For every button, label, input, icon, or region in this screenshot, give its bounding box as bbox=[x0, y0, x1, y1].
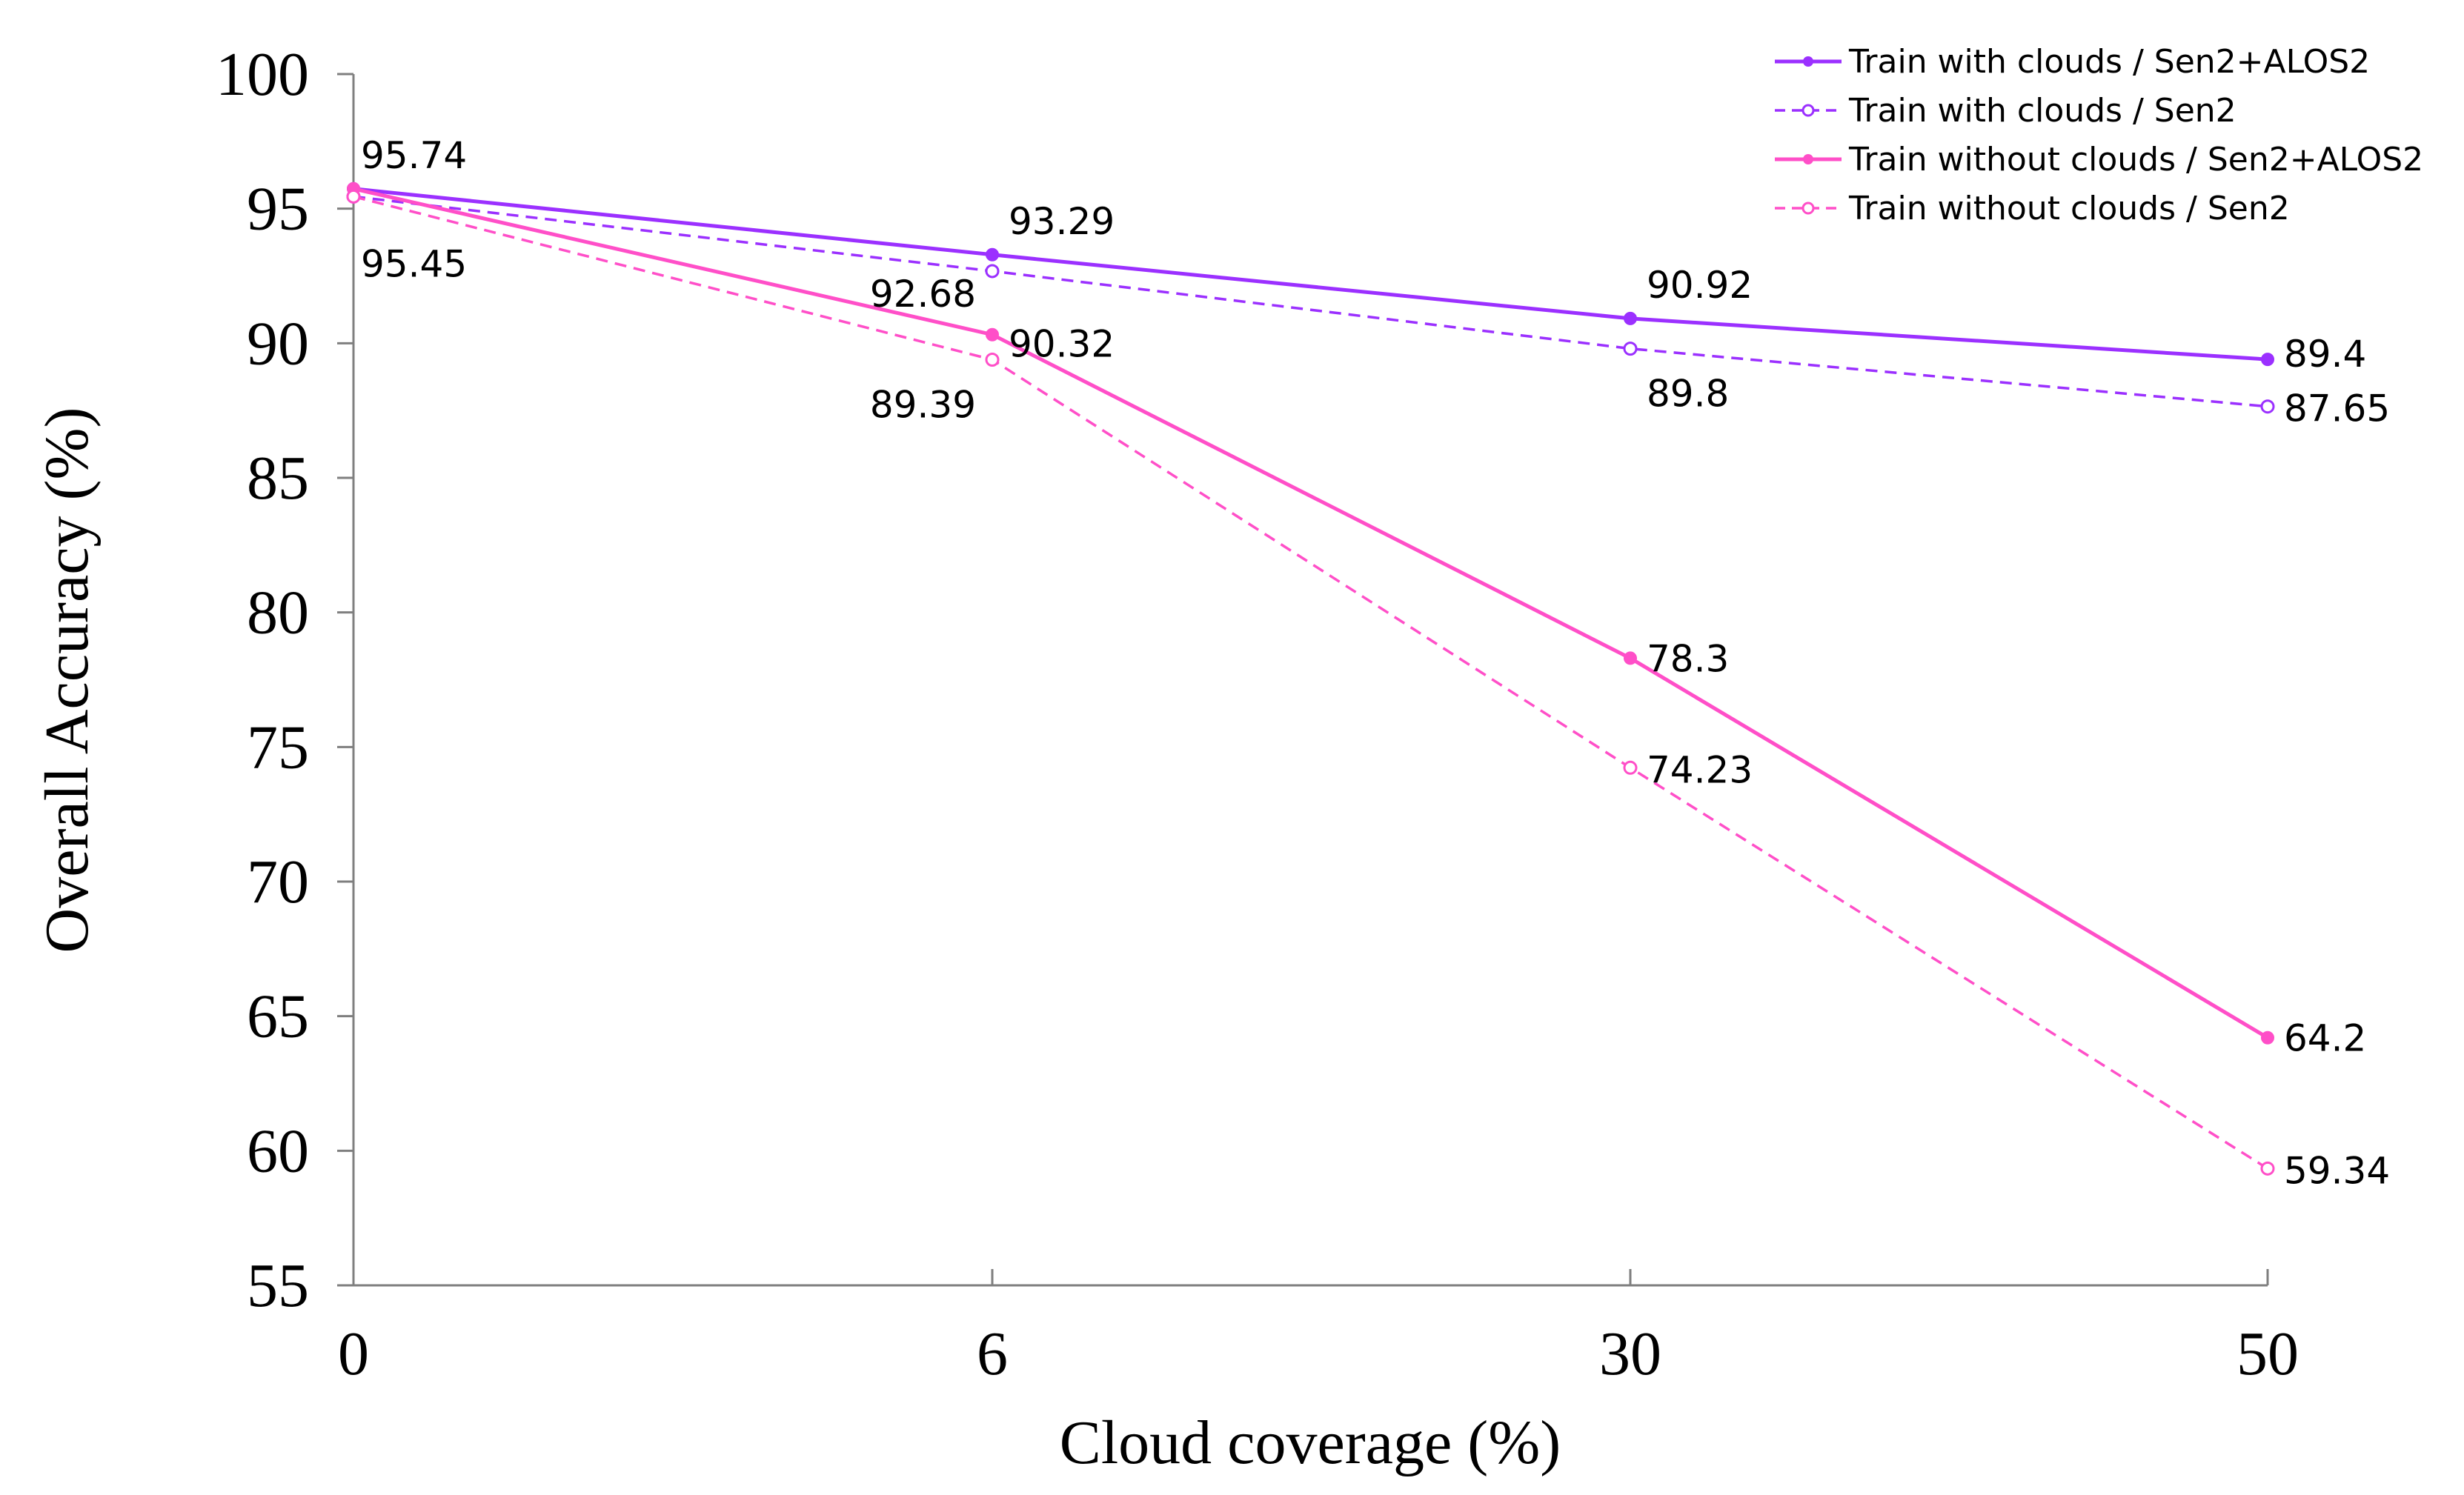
legend-marker bbox=[1801, 104, 1815, 117]
x-tick-label: 50 bbox=[2236, 1319, 2299, 1388]
x-tick-label: 0 bbox=[338, 1319, 369, 1388]
y-tick-label: 55 bbox=[247, 1251, 309, 1320]
data-label: 87.65 bbox=[2284, 387, 2390, 430]
x-axis-title: Cloud coverage (%) bbox=[1060, 1408, 1561, 1477]
data-label: 59.34 bbox=[2284, 1149, 2390, 1192]
data-label: 89.8 bbox=[1647, 373, 1729, 416]
data-point bbox=[346, 189, 361, 204]
legend-item: Train with clouds / Sen2+ALOS2 bbox=[1775, 43, 2370, 81]
series-line bbox=[353, 187, 2268, 362]
legend-label: Train without clouds / Sen2+ALOS2 bbox=[1848, 141, 2423, 179]
data-labels: 95.74 93.29 90.92 89.4 95.45 92.68 89.8 87.65 90… bbox=[361, 134, 2390, 1193]
data-point bbox=[1623, 760, 1638, 775]
x-ticks: 0 6 30 50 bbox=[338, 1269, 2299, 1388]
data-point bbox=[1624, 651, 1637, 665]
y-tick-label: 75 bbox=[247, 713, 309, 782]
data-point bbox=[2260, 1161, 2275, 1176]
data-label: 93.29 bbox=[1009, 200, 1115, 243]
y-tick-label: 70 bbox=[247, 848, 309, 916]
legend-item: Train with clouds / Sen2 bbox=[1775, 92, 2236, 130]
legend-marker bbox=[1803, 56, 1813, 67]
data-label: 89.4 bbox=[2284, 333, 2366, 376]
y-tick-label: 65 bbox=[247, 982, 309, 1051]
data-label: 90.92 bbox=[1647, 264, 1753, 307]
series-line bbox=[353, 195, 2268, 1170]
data-point bbox=[986, 327, 999, 342]
y-tick-label: 90 bbox=[247, 309, 309, 378]
y-ticks: 55 60 65 70 75 80 85 90 95 100 bbox=[216, 40, 353, 1320]
legend-item: Train without clouds / Sen2 bbox=[1775, 190, 2290, 227]
series-line bbox=[353, 187, 2269, 1039]
series-3 bbox=[347, 182, 2274, 1045]
data-label: 78.3 bbox=[1647, 637, 1729, 680]
data-label: 74.23 bbox=[1647, 748, 1753, 791]
data-point bbox=[2261, 1030, 2274, 1045]
data-label: 64.2 bbox=[2284, 1017, 2366, 1060]
data-point bbox=[2260, 399, 2275, 414]
x-tick-label: 6 bbox=[977, 1319, 1008, 1388]
data-label: 92.68 bbox=[870, 273, 976, 316]
data-point bbox=[1623, 342, 1638, 356]
legend-label: Train without clouds / Sen2 bbox=[1848, 190, 2290, 227]
chart-axes bbox=[352, 74, 2268, 1287]
data-point bbox=[986, 247, 999, 262]
legend-marker bbox=[1801, 202, 1815, 215]
legend-marker bbox=[1803, 154, 1813, 164]
y-tick-label: 95 bbox=[247, 175, 309, 244]
legend-label: Train with clouds / Sen2+ALOS2 bbox=[1848, 43, 2370, 81]
data-label: 89.39 bbox=[870, 383, 976, 426]
y-tick-label: 85 bbox=[247, 444, 309, 513]
legend: Train with clouds / Sen2+ALOS2 Train with… bbox=[1775, 43, 2423, 227]
legend-label: Train with clouds / Sen2 bbox=[1848, 92, 2236, 130]
series-4 bbox=[346, 189, 2275, 1176]
data-label: 90.32 bbox=[1009, 323, 1115, 366]
y-tick-label: 80 bbox=[247, 579, 309, 647]
series-line bbox=[353, 195, 2268, 408]
data-point bbox=[1624, 311, 1637, 325]
data-point bbox=[985, 352, 1000, 367]
data-label: 95.45 bbox=[361, 242, 467, 285]
series-layer bbox=[346, 182, 2275, 1176]
x-tick-label: 30 bbox=[1599, 1319, 1661, 1388]
data-label: 95.74 bbox=[361, 134, 467, 177]
legend-item: Train without clouds / Sen2+ALOS2 bbox=[1775, 141, 2423, 179]
data-point bbox=[2261, 353, 2274, 367]
y-tick-label: 100 bbox=[216, 40, 309, 109]
data-point bbox=[985, 264, 1000, 279]
y-axis-title: Overall Accuracy (%) bbox=[33, 407, 102, 953]
y-tick-label: 60 bbox=[247, 1116, 309, 1185]
